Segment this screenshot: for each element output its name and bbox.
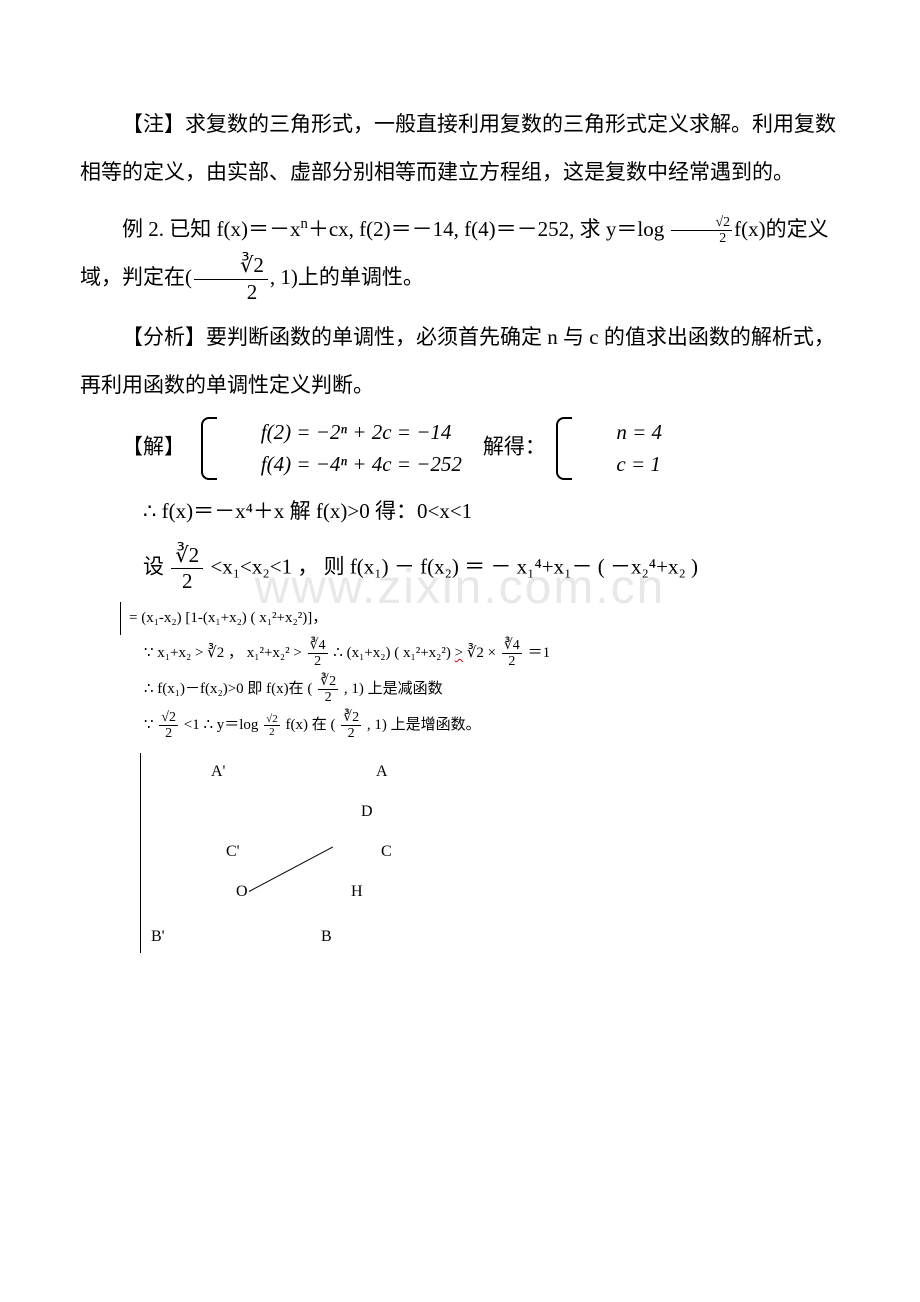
note-title: 【注】 xyxy=(122,112,185,136)
let-text1: 设 xyxy=(143,554,169,578)
solution-equations: 【解】 f(2) = −2ⁿ + 2c = −14 f(4) = −4ⁿ + 4… xyxy=(80,417,840,480)
eq1-line2: f(4) = −4ⁿ + 4c = −252 xyxy=(219,449,462,481)
final-d: , 1) 上是增函数。 xyxy=(367,717,481,733)
therefore2-b: , 1) 上是减函数 xyxy=(344,681,443,697)
therefore2-a: ∴ f(x₁)－f(x₂)>0 即 f(x)在 ( xyxy=(144,681,316,697)
therefore2-frac: ∛2 2 xyxy=(318,674,338,706)
cubert4-num-1: ∛4 xyxy=(308,638,328,654)
log-base-frac: √2 2 xyxy=(671,215,732,247)
eq1-line1: f(2) = −2ⁿ + 2c = −14 xyxy=(219,417,462,449)
analysis-paragraph: 【分析】要判断函数的单调性，必须首先确定 n 与 c 的值求出函数的解析式，再利… xyxy=(80,313,840,410)
because-l1-c: ∛2 × xyxy=(463,645,500,661)
log-base-num: √2 xyxy=(671,215,732,231)
equation-group-2: n = 4 c = 1 xyxy=(556,417,662,480)
final-frac2: ∛2 2 xyxy=(341,710,361,742)
solve-label: 解得： xyxy=(483,435,546,459)
factored-form: = (x₁-x₂) [1-(x₁+x₂) ( x₁²+x₂²)]， xyxy=(129,602,840,635)
final-num1: √2 xyxy=(159,710,178,726)
cubert4-num-2: ∛4 xyxy=(502,638,522,654)
because-l1-a: ∵ x₁+x₂ > ∛2 ， x₁²+x₂² > xyxy=(144,645,306,661)
final-den1: 2 xyxy=(159,726,178,741)
let-frac-den: 2 xyxy=(171,569,203,594)
because-line: ∵ x₁+x₂ > ∛2 ， x₁²+x₂² > ∛4 2 ∴ (x₁+x₂) … xyxy=(144,635,840,671)
therefore2-den: 2 xyxy=(318,690,338,705)
final-den2: 2 xyxy=(341,726,361,741)
eq2-line1: n = 4 xyxy=(574,417,662,449)
interval-den: 2 xyxy=(194,280,268,305)
final-frac1: √2 2 xyxy=(159,710,178,742)
example2-p4: , 1)上的单调性。 xyxy=(270,265,424,289)
label-D: D xyxy=(361,803,373,821)
cubert4-frac-1: ∛4 2 xyxy=(308,638,328,670)
page-content: 【注】求复数的三角形式，一般直接利用复数的三角形式定义求解。利用复数相等的定义，… xyxy=(80,100,840,953)
log-base-den: 2 xyxy=(671,231,732,246)
let-statement: 设 ∛2 2 <x₁<x₂<1 ， 则 f(x₁) － f(x₂) ＝ － x₁… xyxy=(80,543,840,594)
therefore-1: ∴ f(x)＝－x⁴＋x 解 f(x)>0 得：0<x<1 xyxy=(80,488,840,534)
cubert4-frac-2: ∛4 2 xyxy=(502,638,522,670)
eq2-l1-text: n = 4 xyxy=(616,420,662,444)
because-l1-b: ∴ (x₁+x₂) ( x₁²+x₂²) xyxy=(333,645,454,661)
analysis-title: 【分析】 xyxy=(122,325,206,349)
equation-group-1: f(2) = −2ⁿ + 2c = −14 f(4) = −4ⁿ + 4c = … xyxy=(201,417,462,480)
label-Bp: B' xyxy=(151,928,165,946)
final-logden: 2 xyxy=(264,726,280,738)
small-section-2: ∵ x₁+x₂ > ∛2 ， x₁²+x₂² > ∛4 2 ∴ (x₁+x₂) … xyxy=(120,635,840,743)
diagram-line-oc xyxy=(249,846,333,891)
label-A: A xyxy=(376,763,388,781)
final-num2: ∛2 xyxy=(341,710,361,726)
cubert4-den-1: 2 xyxy=(308,654,328,669)
label-O: O xyxy=(236,883,248,901)
final-lognum: √2 xyxy=(264,713,280,726)
let-frac: ∛2 2 xyxy=(171,543,203,594)
therefore2-num: ∛2 xyxy=(318,674,338,690)
example2-p2: ＋cx, f(2)＝－14, f(4)＝－252, 求 y＝log xyxy=(308,217,664,241)
cubert4-den-2: 2 xyxy=(502,654,522,669)
wavy-gt: > xyxy=(455,645,463,661)
final-c: f(x) 在 ( xyxy=(285,717,339,733)
interval-num: ∛2 xyxy=(194,253,268,279)
small-section-1: = (x₁-x₂) [1-(x₁+x₂) ( x₁²+x₂²)]， xyxy=(120,602,840,635)
example2-label: 例 2. xyxy=(122,217,164,241)
final-a: ∵ xyxy=(144,717,157,733)
example2-problem: 例 2. 已知 f(x)＝－xn＋cx, f(2)＝－14, f(4)＝－252… xyxy=(80,205,840,305)
final-logfrac: √2 2 xyxy=(264,713,280,738)
eq1-l1-text: f(2) = −2ⁿ + 2c = −14 xyxy=(261,420,452,444)
final-b: <1 ∴ y＝log xyxy=(184,717,262,733)
label-Ap: A' xyxy=(211,763,225,781)
eq-one: ＝1 xyxy=(528,645,551,661)
exp-n: n xyxy=(300,216,307,232)
note-text: 求复数的三角形式，一般直接利用复数的三角形式定义求解。利用复数相等的定义，由实部… xyxy=(80,112,836,184)
geometry-diagram: A' A D C' C O H B' B xyxy=(140,753,460,953)
note-paragraph: 【注】求复数的三角形式，一般直接利用复数的三角形式定义求解。利用复数相等的定义，… xyxy=(80,100,840,197)
label-H: H xyxy=(351,883,363,901)
let-frac-num: ∛2 xyxy=(171,543,203,569)
therefore-2: ∴ f(x₁)－f(x₂)>0 即 f(x)在 ( ∛2 2 , 1) 上是减函… xyxy=(144,671,840,707)
let-text2: <x₁<x₂<1 ， 则 f(x₁) － f(x₂) ＝ － x₁⁴+x₁－ (… xyxy=(210,554,698,578)
label-B: B xyxy=(321,928,332,946)
interval-frac: ∛2 2 xyxy=(194,253,268,304)
eq2-l2-text: c = 1 xyxy=(616,452,661,476)
eq2-line2: c = 1 xyxy=(574,449,662,481)
solution-title: 【解】 xyxy=(122,435,185,459)
eq1-l2-text: f(4) = −4ⁿ + 4c = −252 xyxy=(261,452,462,476)
label-C: C xyxy=(381,843,392,861)
label-Cp: C' xyxy=(226,843,240,861)
final-line: ∵ √2 2 <1 ∴ y＝log √2 2 f(x) 在 ( ∛2 2 , 1… xyxy=(144,707,840,743)
example2-p1: 已知 f(x)＝－x xyxy=(169,217,300,241)
